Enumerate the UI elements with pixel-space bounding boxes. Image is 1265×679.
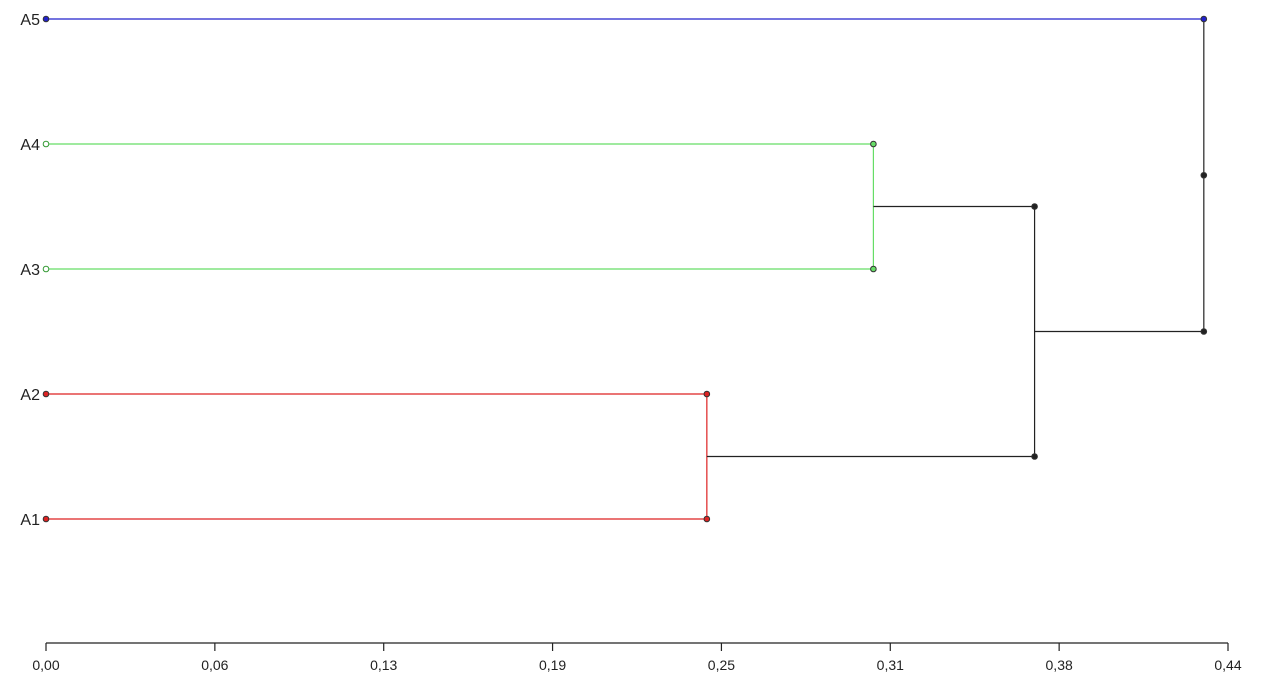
leaf-node-a3 (42, 265, 50, 273)
leaf-node-a5 (42, 15, 50, 23)
leaf-label-a2: A2 (20, 387, 40, 404)
merge-node-a1 (703, 515, 711, 523)
x-tick-label-1: 0,06 (201, 657, 228, 673)
leaf-label-a5: A5 (20, 12, 40, 29)
leaf-label-a3: A3 (20, 262, 40, 279)
merge-node-a5 (1200, 15, 1208, 23)
merge-node-a2 (703, 390, 711, 398)
merge-node-a2-a1 (1031, 453, 1038, 460)
x-tick-label-2: 0,13 (370, 657, 397, 673)
dendrogram-nodes (42, 15, 1208, 523)
leaf-label-a4: A4 (20, 137, 40, 154)
x-tick-label-3: 0,19 (539, 657, 566, 673)
leaf-labels: A5 A4 A3 A2 A1 (20, 12, 40, 529)
leaf-label-a1: A1 (20, 512, 40, 529)
leaf-node-a1 (42, 515, 50, 523)
merge-node-a4-a3-a2-a1 (1200, 328, 1208, 335)
x-tick-label-7: 0,44 (1214, 657, 1241, 673)
merge-node-a4-a3 (1031, 203, 1038, 210)
x-tick-label-6: 0,38 (1046, 657, 1073, 673)
leaf-node-a4 (42, 140, 50, 148)
x-tick-label-0: 0,00 (32, 657, 59, 673)
root-node (1200, 171, 1208, 179)
dendrogram-links (46, 18, 1205, 520)
x-tick-label-4: 0,25 (708, 657, 735, 673)
leaf-node-a2 (42, 390, 50, 398)
x-axis: 0,00 0,06 0,13 0,19 0,25 0,31 0,38 0,44 (32, 642, 1242, 673)
merge-node-a3 (870, 265, 877, 273)
merge-node-a4 (870, 140, 877, 148)
x-tick-label-5: 0,31 (877, 657, 904, 673)
